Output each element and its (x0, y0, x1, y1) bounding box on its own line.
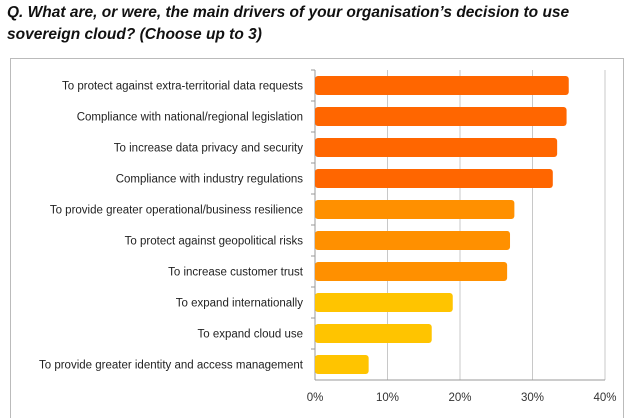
x-tick-label: 40% (593, 392, 616, 404)
chart-frame (10, 58, 624, 418)
bar (315, 138, 558, 157)
category-label: To expand internationally (176, 298, 303, 310)
bar (315, 107, 567, 126)
category-label: To increase data privacy and security (114, 143, 303, 155)
x-tick-label: 10% (376, 392, 399, 404)
bar (315, 169, 553, 188)
category-label: To provide greater identity and access m… (39, 360, 304, 372)
bar (315, 262, 508, 281)
category-label: Compliance with national/regional legisl… (77, 112, 303, 124)
bar (315, 355, 369, 374)
bar (315, 76, 569, 95)
bar (315, 200, 515, 219)
category-label: To protect against geopolitical risks (125, 236, 304, 248)
category-label: To expand cloud use (198, 329, 304, 341)
bar (315, 293, 453, 312)
bar (315, 324, 432, 343)
bar (315, 231, 511, 250)
category-label: To provide greater operational/business … (50, 205, 303, 217)
x-tick-label: 0% (307, 392, 324, 404)
x-tick-label: 30% (521, 392, 544, 404)
category-label: Compliance with industry regulations (116, 174, 304, 186)
category-label: To increase customer trust (168, 267, 304, 279)
question-title: Q. What are, or were, the main drivers o… (7, 4, 570, 43)
x-tick-label: 20% (448, 392, 471, 404)
category-label: To protect against extra-territorial dat… (62, 81, 303, 93)
